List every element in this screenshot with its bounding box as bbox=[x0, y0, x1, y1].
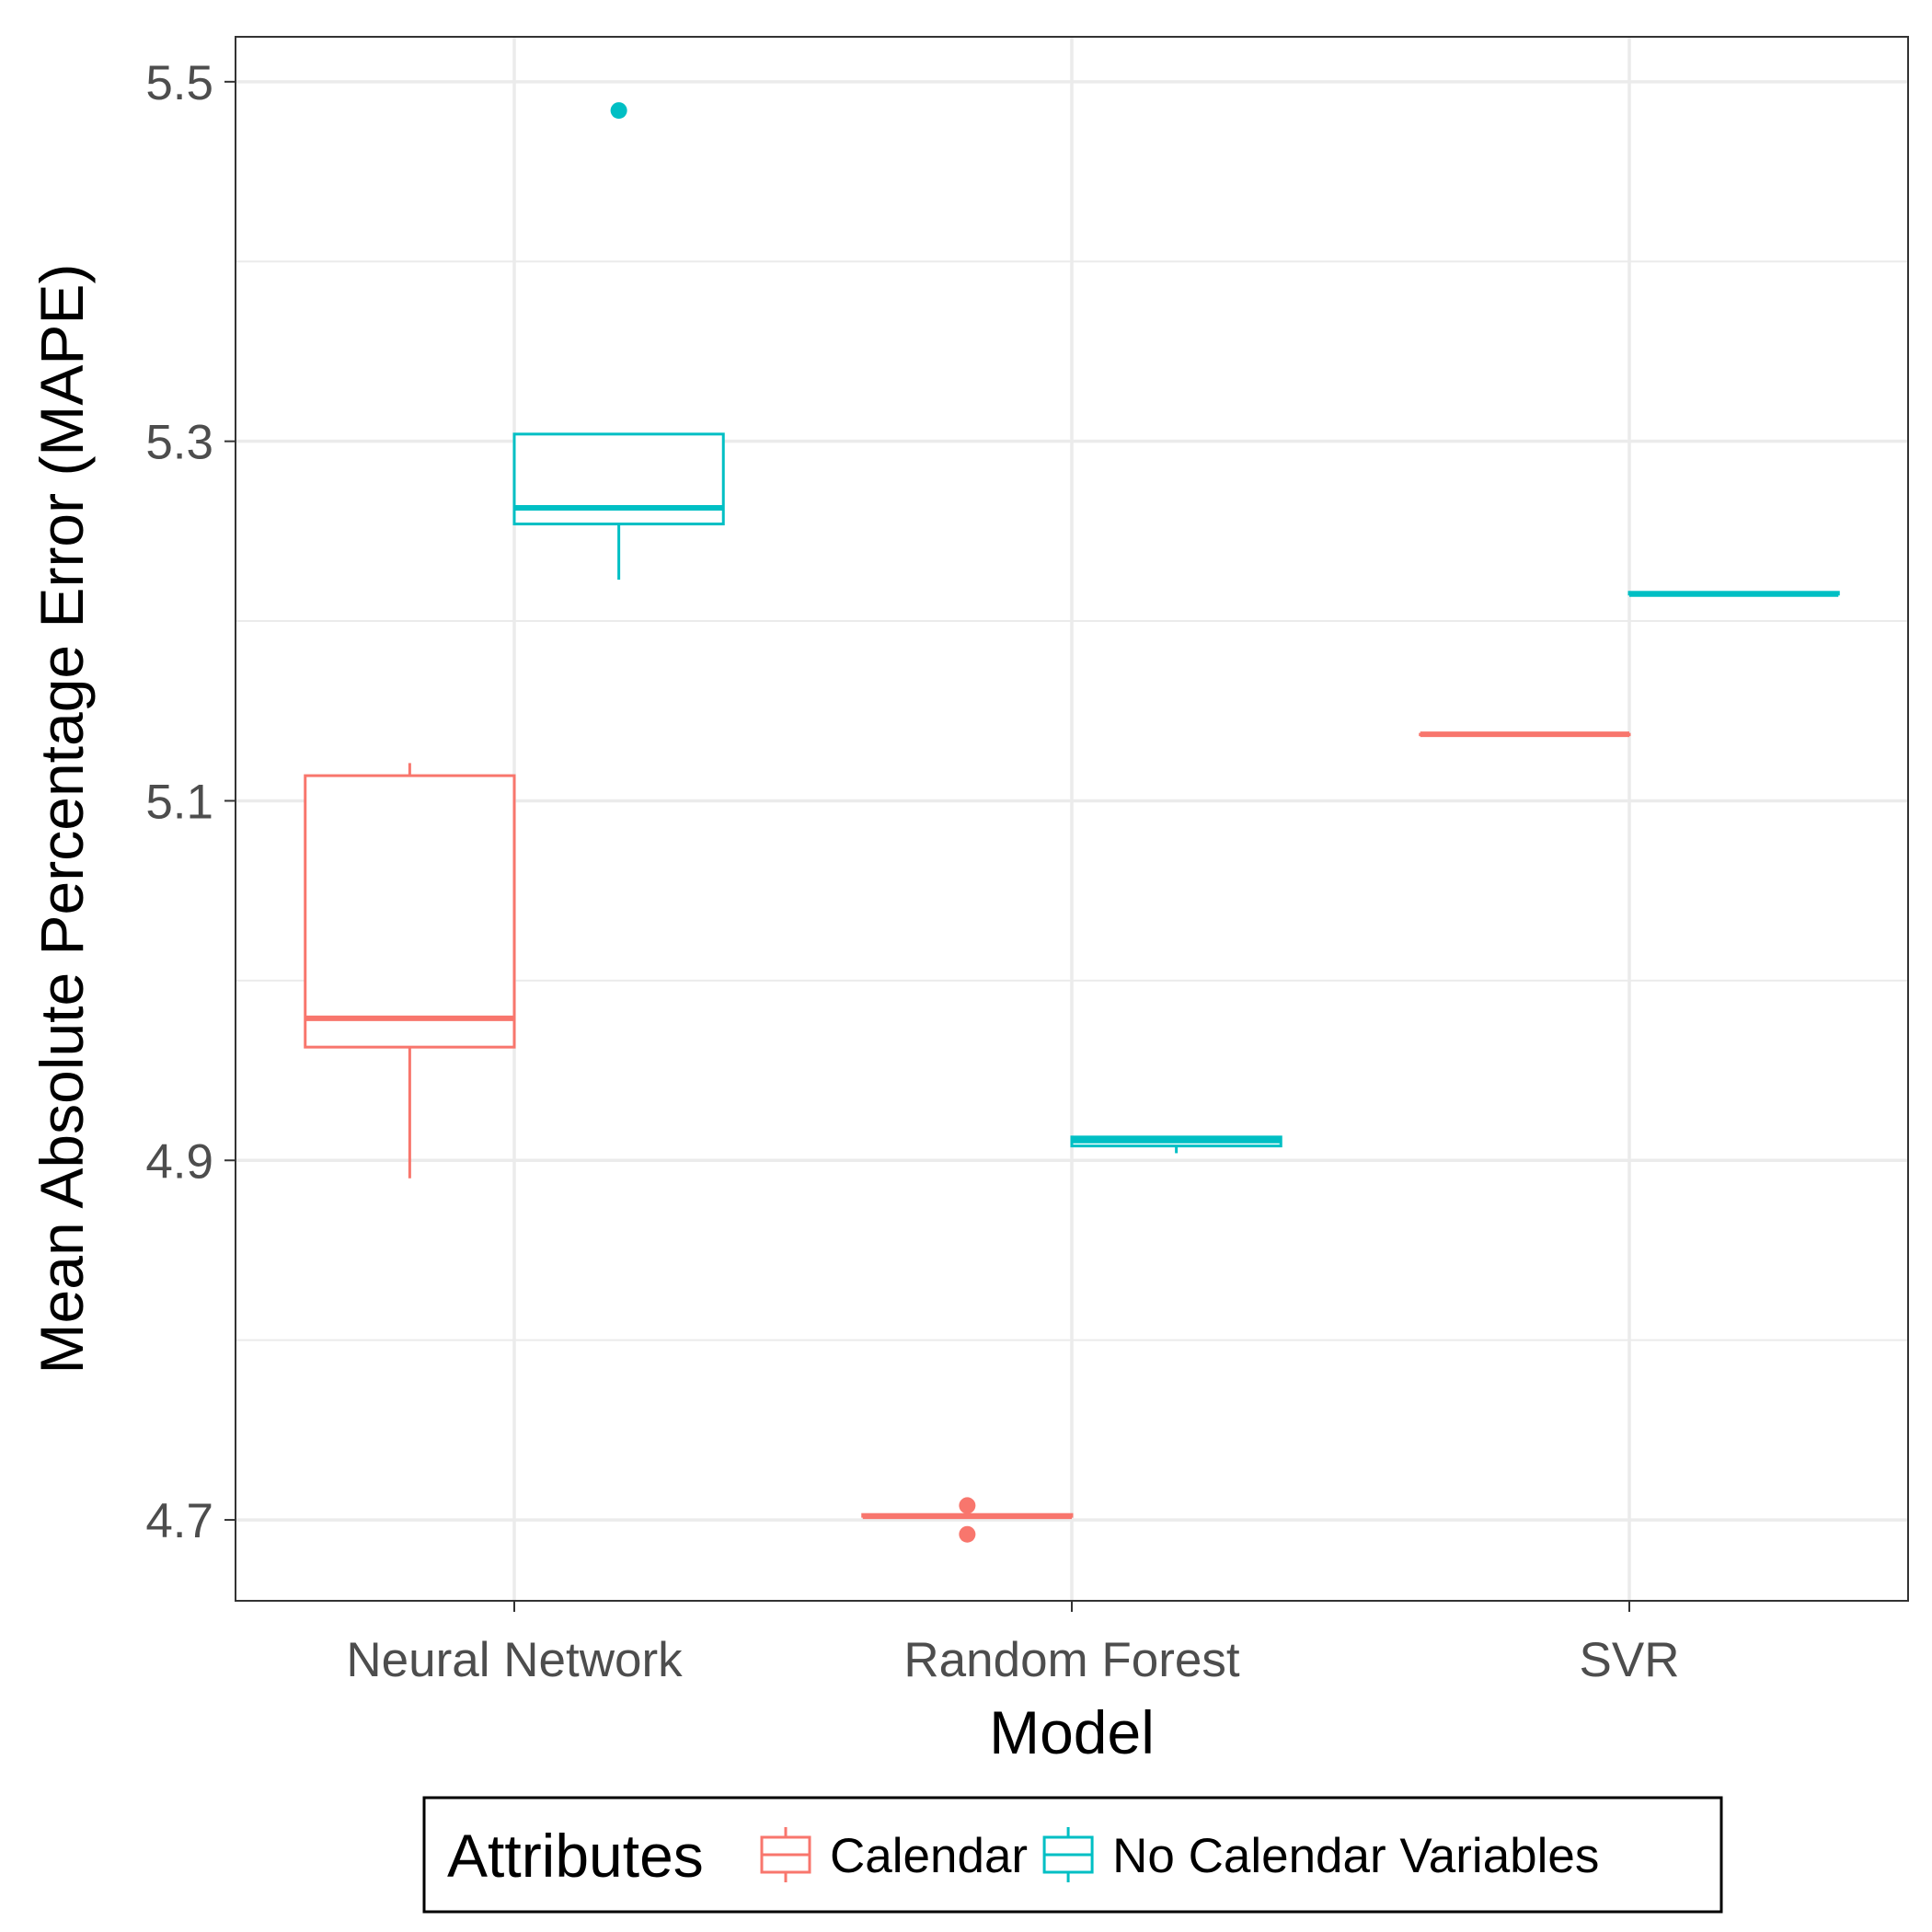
y-tick-label: 5.1 bbox=[145, 775, 213, 829]
x-tick-label: SVR bbox=[1580, 1633, 1680, 1687]
box-calendar bbox=[304, 763, 516, 1179]
y-tick-label: 5.3 bbox=[145, 416, 213, 470]
box-iqr bbox=[304, 774, 516, 1049]
legend-item: No Calendar Variables bbox=[1042, 1827, 1599, 1883]
box-no-calendar-variables bbox=[1070, 1135, 1282, 1154]
legend: Attributes Calendar No Calendar Variables bbox=[422, 1796, 1723, 1914]
axes: 4.7 4.9 5.1 5.3 5.5 Neural Network Random Fore… bbox=[145, 56, 1679, 1687]
outlier-point bbox=[959, 1525, 976, 1543]
legend-title: Attributes bbox=[447, 1822, 704, 1890]
y-tick-label: 4.9 bbox=[145, 1134, 213, 1189]
legend-item: Calendar bbox=[760, 1827, 1028, 1883]
x-tick-label: Random Forest bbox=[903, 1633, 1240, 1687]
legend-label: No Calendar Variables bbox=[1112, 1829, 1599, 1883]
box-calendar bbox=[1419, 731, 1631, 738]
y-tick-label: 4.7 bbox=[145, 1494, 213, 1548]
y-axis-title: Mean Absolute Percentage Error (MAPE) bbox=[28, 264, 96, 1374]
y-tick-label: 5.5 bbox=[145, 56, 213, 110]
x-tick-label: Neural Network bbox=[346, 1633, 683, 1687]
x-axis-title: Model bbox=[989, 1698, 1155, 1766]
outlier-point bbox=[610, 102, 627, 120]
box-calendar bbox=[861, 1497, 1074, 1543]
box-no-calendar-variables bbox=[1627, 591, 1840, 597]
legend-label: Calendar bbox=[830, 1829, 1028, 1883]
outlier-point bbox=[959, 1497, 976, 1514]
box-plots bbox=[304, 102, 1840, 1543]
box-no-calendar-variables bbox=[512, 102, 725, 581]
